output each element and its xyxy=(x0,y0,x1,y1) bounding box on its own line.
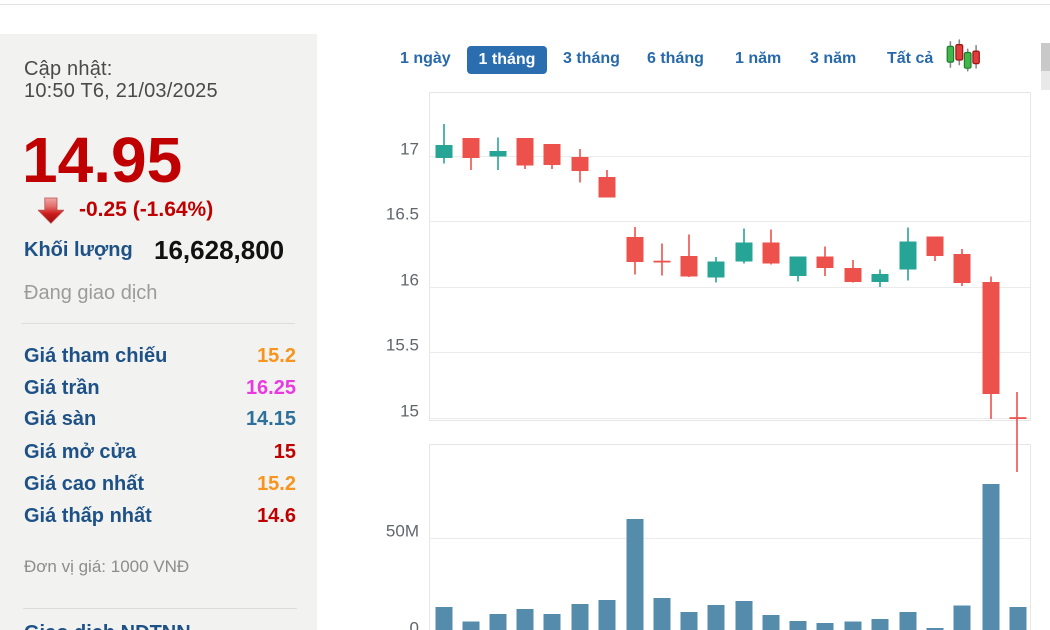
svg-text:50M: 50M xyxy=(386,522,419,541)
svg-text:16: 16 xyxy=(400,271,419,290)
svg-text:0: 0 xyxy=(410,619,419,630)
svg-text:17: 17 xyxy=(400,140,419,159)
svg-text:16.5: 16.5 xyxy=(386,205,419,224)
svg-text:15: 15 xyxy=(400,402,419,421)
svg-text:15.5: 15.5 xyxy=(386,336,419,355)
